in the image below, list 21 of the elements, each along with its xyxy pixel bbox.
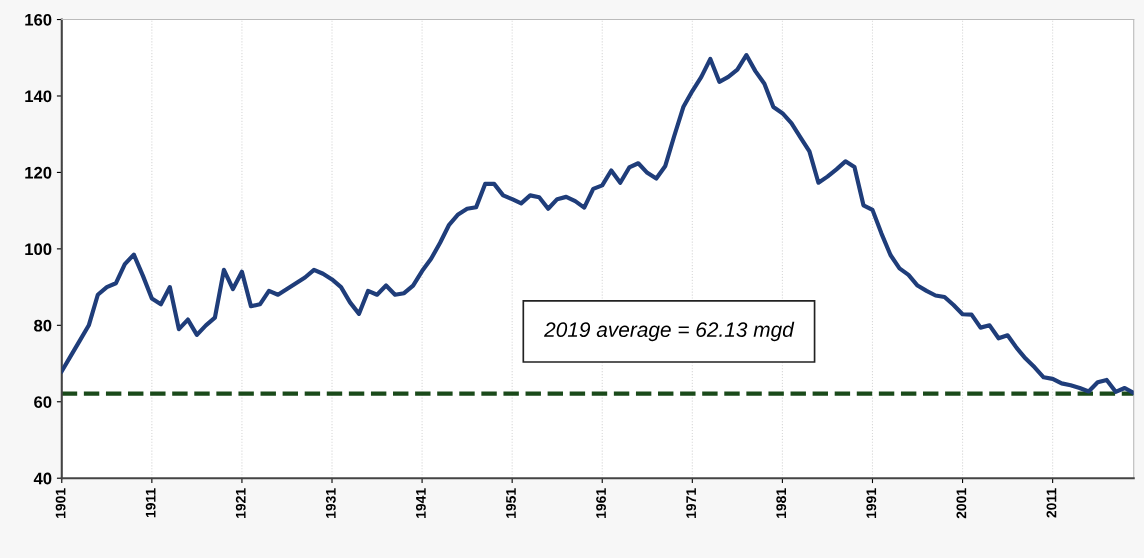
y-tick-label: 140 xyxy=(25,90,52,103)
x-tick-label: 2011 xyxy=(1046,488,1057,518)
y-tick-label: 120 xyxy=(25,166,52,179)
x-tick-label: 2001 xyxy=(956,488,967,519)
x-tick-label: 1981 xyxy=(776,488,787,518)
y-tick-label: 80 xyxy=(34,319,52,332)
y-tick-label: 40 xyxy=(33,472,52,485)
x-tick-label: 1921 xyxy=(235,488,246,518)
x-tick-label: 1931 xyxy=(325,488,336,518)
x-tick-label: 1911 xyxy=(145,488,156,518)
line-series xyxy=(61,52,1134,396)
x-tick-label: 1991 xyxy=(866,488,877,518)
y-tick-label: 160 xyxy=(25,13,52,26)
y-tick-label: 60 xyxy=(34,396,52,408)
x-tick-label: 1971 xyxy=(686,488,697,518)
x-tick-label: 1901 xyxy=(55,488,66,518)
annotation: 2019 average = 62.13 mgd xyxy=(544,321,795,342)
x-tick-label: 1961 xyxy=(596,488,606,518)
x-tick-label: 1941 xyxy=(415,488,426,518)
y-tick-label: 100 xyxy=(25,243,52,256)
x-tick-label: 1951 xyxy=(506,488,516,518)
